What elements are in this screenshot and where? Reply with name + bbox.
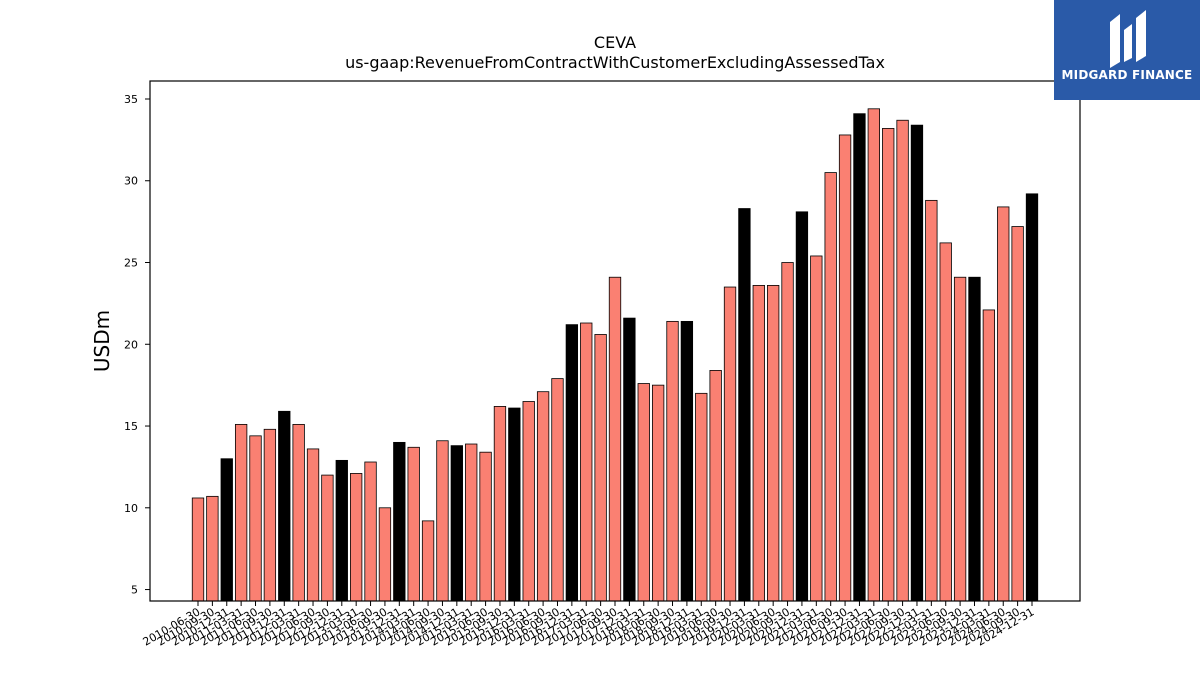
bar-2016-09-30 bbox=[551, 378, 564, 602]
bar-2024-06-30 bbox=[997, 206, 1010, 602]
y-ticks: 5 10 15 20 25 30 35 bbox=[124, 93, 150, 597]
bar-2010-06-30 bbox=[191, 497, 205, 602]
plot-frame bbox=[149, 80, 1081, 602]
bar-2019-09-30 bbox=[723, 286, 737, 602]
bar-2011-06-30 bbox=[249, 435, 262, 602]
bar-2016-06-30 bbox=[536, 391, 550, 602]
bar-2017-09-30 bbox=[608, 276, 622, 602]
y-tick-label: 5 bbox=[131, 584, 138, 597]
bars-group bbox=[191, 108, 1039, 602]
bar-2016-03-31 bbox=[522, 401, 535, 602]
bar-2011-12-31 bbox=[278, 410, 291, 602]
bar-2023-12-31 bbox=[968, 276, 981, 602]
bar-2013-06-30 bbox=[364, 461, 377, 602]
bar-2015-03-31 bbox=[465, 443, 478, 602]
y-tick-label: 35 bbox=[124, 93, 138, 106]
bar-2020-06-30 bbox=[767, 284, 780, 602]
bar-2018-12-31 bbox=[680, 320, 694, 602]
chart-subtitle: us-gaap:RevenueFromContractWithCustomerE… bbox=[345, 53, 885, 72]
bar-2012-09-30 bbox=[321, 474, 334, 602]
bar-2018-06-30 bbox=[651, 384, 665, 602]
bar-2018-03-31 bbox=[637, 383, 650, 602]
bar-2024-03-31 bbox=[982, 309, 996, 602]
bar-2021-09-30 bbox=[838, 134, 852, 602]
bar-2021-03-31 bbox=[810, 255, 823, 602]
bar-2022-06-30 bbox=[882, 128, 895, 602]
bar-2022-09-30 bbox=[896, 119, 909, 602]
bar-2010-12-31 bbox=[220, 458, 233, 602]
bar-2018-09-30 bbox=[666, 320, 679, 602]
y-tick-label: 15 bbox=[124, 420, 138, 433]
y-tick-label: 10 bbox=[124, 502, 138, 515]
bar-2015-06-30 bbox=[479, 451, 492, 602]
bar-2013-12-31 bbox=[393, 441, 406, 602]
bar-2021-06-30 bbox=[824, 172, 837, 602]
bar-2022-03-31 bbox=[867, 108, 880, 602]
bar-2014-03-31 bbox=[407, 446, 420, 602]
midgard-logo-icon bbox=[1110, 10, 1146, 68]
y-axis-label: USDm bbox=[90, 310, 114, 372]
bar-2012-12-31 bbox=[335, 459, 348, 602]
bar-2019-12-31 bbox=[738, 208, 751, 602]
bar-2020-12-31 bbox=[795, 211, 809, 602]
bar-2014-06-30 bbox=[421, 520, 435, 602]
bar-2024-12-31 bbox=[1025, 193, 1039, 602]
bar-2013-09-30 bbox=[378, 507, 392, 602]
bar-2014-12-31 bbox=[450, 445, 463, 602]
midgard-finance-logo: MIDGARD FINANCE bbox=[1054, 0, 1200, 100]
bar-2022-12-31 bbox=[910, 124, 924, 602]
bar-2020-03-31 bbox=[752, 284, 765, 602]
bar-2017-12-31 bbox=[623, 317, 636, 602]
bar-2017-06-30 bbox=[594, 334, 607, 602]
bar-2015-12-31 bbox=[508, 407, 521, 602]
bar-2011-03-31 bbox=[234, 423, 248, 602]
bar-2011-09-30 bbox=[263, 428, 277, 602]
logo-text: MIDGARD FINANCE bbox=[1061, 68, 1193, 82]
y-tick-label: 20 bbox=[124, 338, 138, 351]
bar-2012-06-30 bbox=[306, 448, 320, 602]
y-tick-label: 30 bbox=[124, 175, 138, 188]
y-tick-label: 25 bbox=[124, 257, 138, 270]
bar-2023-09-30 bbox=[953, 276, 967, 602]
bar-2010-09-30 bbox=[206, 495, 219, 602]
bar-2023-03-31 bbox=[925, 199, 938, 602]
bar-2019-06-30 bbox=[709, 370, 722, 602]
bar-2023-06-30 bbox=[939, 242, 952, 602]
bar-2024-09-30 bbox=[1011, 226, 1024, 602]
chart-title: CEVA bbox=[594, 33, 636, 52]
bar-2013-03-31 bbox=[350, 473, 363, 602]
bar-2020-09-30 bbox=[781, 262, 794, 602]
bar-2015-09-30 bbox=[493, 406, 507, 602]
x-ticks: 2010-06-302010-09-302010-12-312011-03-31… bbox=[141, 601, 1037, 649]
bar-2019-03-31 bbox=[695, 392, 708, 602]
bar-2012-03-31 bbox=[292, 423, 305, 602]
bar-2017-03-31 bbox=[580, 322, 593, 602]
bar-2021-12-31 bbox=[853, 113, 866, 602]
bar-2014-09-30 bbox=[436, 440, 449, 602]
bar-2016-12-31 bbox=[565, 324, 579, 602]
